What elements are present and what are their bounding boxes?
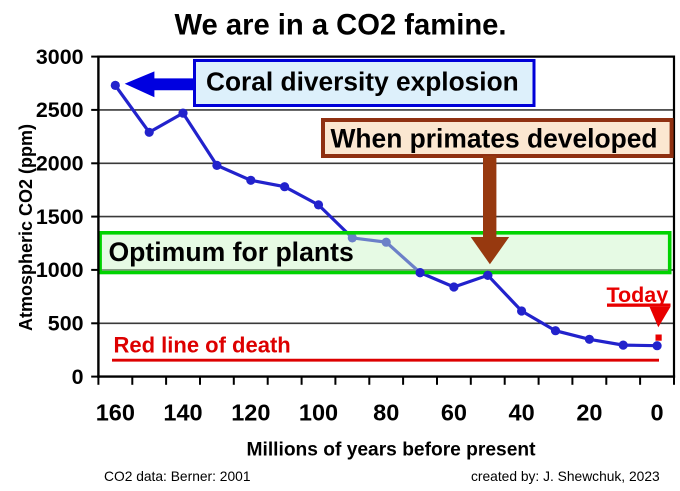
svg-text:120: 120: [231, 400, 270, 426]
svg-text:1500: 1500: [36, 205, 84, 229]
svg-text:2000: 2000: [36, 152, 84, 176]
svg-text:Red line of death: Red line of death: [114, 332, 291, 357]
svg-text:We are in a CO2 famine.: We are in a CO2 famine.: [175, 9, 507, 41]
svg-text:100: 100: [299, 400, 338, 426]
svg-text:500: 500: [48, 312, 84, 336]
svg-text:0: 0: [72, 365, 84, 389]
svg-text:created by: J. Shewchuk, 2023: created by: J. Shewchuk, 2023: [471, 469, 660, 484]
svg-text:1000: 1000: [36, 258, 84, 282]
svg-text:2500: 2500: [36, 98, 84, 122]
svg-text:Millions of years before prese: Millions of years before present: [247, 440, 537, 461]
svg-text:40: 40: [509, 400, 535, 426]
svg-text:Coral diversity explosion: Coral diversity explosion: [206, 66, 519, 96]
svg-text:0: 0: [651, 400, 664, 426]
svg-text:80: 80: [373, 400, 399, 426]
svg-text:Atmospheric CO2 (ppm): Atmospheric CO2 (ppm): [16, 124, 36, 331]
svg-text:3000: 3000: [36, 45, 84, 69]
svg-text:60: 60: [441, 400, 467, 426]
svg-text:When primates developed: When primates developed: [331, 123, 658, 153]
svg-text:140: 140: [163, 400, 202, 426]
svg-text:Today: Today: [607, 283, 669, 307]
svg-text:CO2 data: Berner: 2001: CO2 data: Berner: 2001: [104, 469, 251, 484]
svg-text:160: 160: [96, 400, 135, 426]
svg-text:Optimum for plants: Optimum for plants: [109, 237, 354, 267]
svg-text:20: 20: [576, 400, 602, 426]
